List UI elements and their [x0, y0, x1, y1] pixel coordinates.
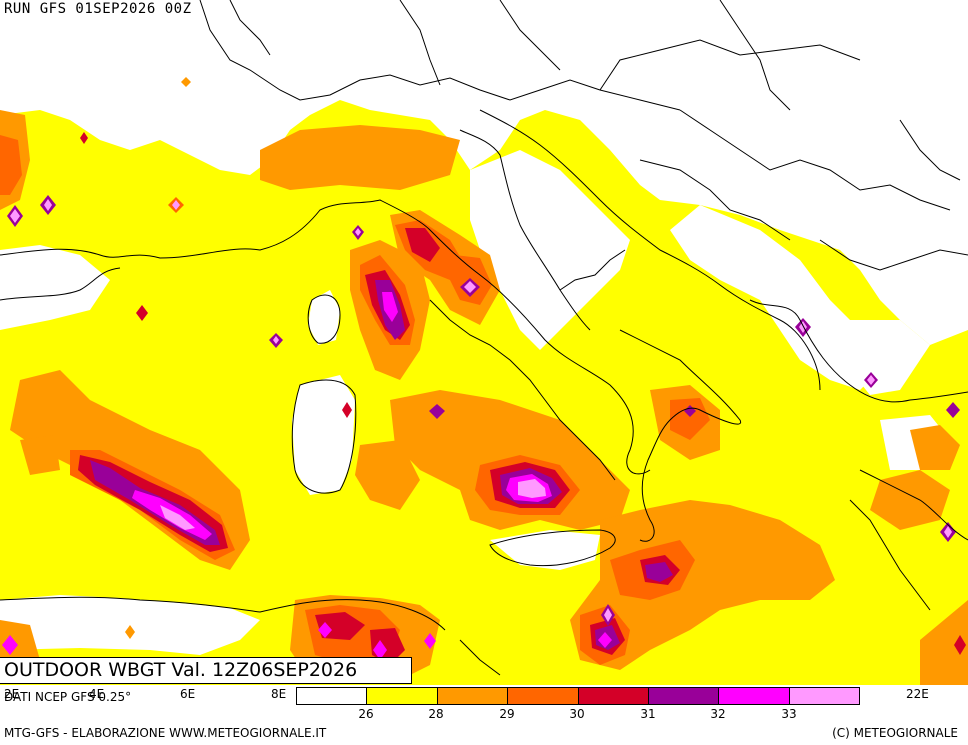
longitude-label-6e: 6E — [180, 687, 196, 701]
spot-markers — [2, 77, 966, 660]
legend-swatch — [578, 688, 649, 704]
color-legend — [296, 687, 860, 705]
legend-swatch — [437, 688, 509, 704]
legend-threshold: 31 — [640, 707, 656, 721]
legend-threshold: 32 — [710, 707, 726, 721]
longitude-label-2e: 2E — [4, 687, 20, 701]
low-values-sicily-interior — [490, 530, 600, 570]
coastlines-borders — [0, 0, 968, 676]
low-values-west-coast — [0, 245, 110, 330]
run-title: RUN GFS 01SEP2026 00Z — [4, 1, 192, 17]
wbgt-map — [0, 0, 968, 685]
legend-threshold: 26 — [358, 707, 374, 721]
legend-swatch — [367, 688, 438, 704]
longitude-label-4e: 4E — [89, 687, 105, 701]
data-source-label: DATI NCEP GFS 0.25° — [4, 690, 132, 704]
footer-credit: MTG-GFS - ELABORAZIONE WWW.METEOGIORNALE… — [4, 726, 327, 740]
product-label: OUTDOOR WBGT Val. 12Z06SEP2026 — [4, 659, 358, 681]
footer-copyright: (C) METEOGIORNALE — [832, 726, 958, 740]
low-values-balkans — [670, 205, 880, 390]
legend-swatch — [719, 688, 790, 704]
legend-threshold: 33 — [781, 707, 797, 721]
longitude-label-8e: 8E — [271, 687, 287, 701]
legend-swatch — [789, 688, 859, 704]
low-values-north — [0, 0, 968, 345]
legend-threshold: 30 — [569, 707, 585, 721]
low-values-adriatic-coast — [470, 150, 630, 350]
legend-swatch — [508, 688, 579, 704]
legend-threshold: 29 — [499, 707, 515, 721]
pink-zones — [160, 479, 546, 530]
low-values-sardinia — [292, 375, 355, 495]
product-label-box — [0, 657, 412, 684]
legend-threshold: 28 — [428, 707, 444, 721]
longitude-label-22e: 22E — [906, 687, 929, 701]
legend-swatch — [648, 688, 720, 704]
low-values-corsica — [308, 290, 340, 345]
legend-swatch — [297, 688, 368, 704]
